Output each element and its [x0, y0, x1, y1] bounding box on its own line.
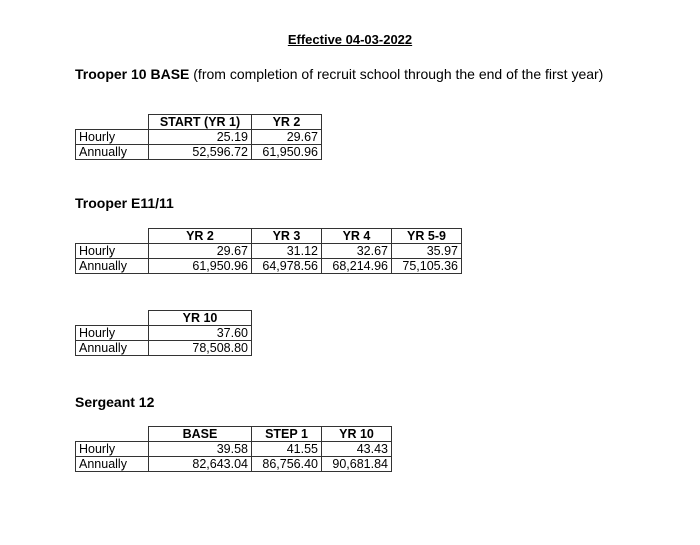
heading-text: Trooper 10 BASE	[75, 66, 190, 82]
value-cell: 32.67	[321, 243, 392, 259]
table-row: Annually 61,950.96 64,978.56 68,214.96 75,10…	[75, 258, 462, 274]
value-cell: 82,643.04	[148, 456, 252, 472]
pay-table-trooper-10-base: START (YR 1) YR 2 Hourly 25.19 29.67 Annually…	[75, 114, 322, 160]
column-header: YR 2	[148, 228, 252, 244]
value-cell: 25.19	[148, 129, 252, 145]
value-cell: 68,214.96	[321, 258, 392, 274]
column-header: START (YR 1)	[148, 114, 252, 130]
section-heading-trooper-e11: Trooper E11/11	[75, 195, 174, 211]
column-header: YR 4	[321, 228, 392, 244]
row-label: Hourly	[75, 441, 149, 457]
header-row: YR 10	[75, 310, 252, 326]
effective-date-title: Effective 04-03-2022	[287, 32, 413, 47]
column-header: YR 2	[251, 114, 322, 130]
heading-text: Sergeant 12	[75, 394, 155, 410]
column-header: YR 3	[251, 228, 322, 244]
header-row: YR 2 YR 3 YR 4 YR 5-9	[75, 228, 462, 244]
table-row: Hourly 37.60	[75, 325, 252, 341]
value-cell: 78,508.80	[148, 340, 252, 356]
document-title: Effective 04-03-2022	[0, 32, 700, 47]
column-header: STEP 1	[251, 426, 322, 442]
value-cell: 41.55	[251, 441, 322, 457]
row-label: Annually	[75, 340, 149, 356]
value-cell: 61,950.96	[251, 144, 322, 160]
value-cell: 39.58	[148, 441, 252, 457]
row-label: Annually	[75, 456, 149, 472]
blank-cell	[75, 114, 149, 130]
column-header: BASE	[148, 426, 252, 442]
row-label: Hourly	[75, 325, 149, 341]
blank-cell	[75, 426, 149, 442]
column-header: YR 10	[321, 426, 392, 442]
blank-cell	[75, 228, 149, 244]
heading-text: Trooper E11/11	[75, 195, 174, 211]
row-label: Hourly	[75, 243, 149, 259]
value-cell: 43.43	[321, 441, 392, 457]
value-cell: 29.67	[251, 129, 322, 145]
table-row: Annually 82,643.04 86,756.40 90,681.84	[75, 456, 392, 472]
value-cell: 29.67	[148, 243, 252, 259]
header-row: BASE STEP 1 YR 10	[75, 426, 392, 442]
value-cell: 75,105.36	[391, 258, 462, 274]
pay-table-trooper-e11-yr10: YR 10 Hourly 37.60 Annually 78,508.80	[75, 310, 252, 356]
header-row: START (YR 1) YR 2	[75, 114, 322, 130]
pay-table-trooper-e11-yr2-9: YR 2 YR 3 YR 4 YR 5-9 Hourly 29.67 31.12 32.67 3…	[75, 228, 462, 274]
table-row: Annually 52,596.72 61,950.96	[75, 144, 322, 160]
value-cell: 52,596.72	[148, 144, 252, 160]
table-row: Hourly 29.67 31.12 32.67 35.97	[75, 243, 462, 259]
value-cell: 86,756.40	[251, 456, 322, 472]
table-row: Annually 78,508.80	[75, 340, 252, 356]
pay-table-sergeant-12: BASE STEP 1 YR 10 Hourly 39.58 41.55 43.43 Annu…	[75, 426, 392, 472]
row-label: Annually	[75, 258, 149, 274]
table-row: Hourly 39.58 41.55 43.43	[75, 441, 392, 457]
column-header: YR 10	[148, 310, 252, 326]
value-cell: 37.60	[148, 325, 252, 341]
section-heading-sergeant-12: Sergeant 12	[75, 394, 154, 410]
row-label: Annually	[75, 144, 149, 160]
value-cell: 90,681.84	[321, 456, 392, 472]
row-label: Hourly	[75, 129, 149, 145]
heading-subtext: (from completion of recruit school throu…	[193, 66, 604, 82]
table-row: Hourly 25.19 29.67	[75, 129, 322, 145]
blank-cell	[75, 310, 149, 326]
value-cell: 64,978.56	[251, 258, 322, 274]
value-cell: 35.97	[391, 243, 462, 259]
column-header: YR 5-9	[391, 228, 462, 244]
value-cell: 31.12	[251, 243, 322, 259]
section-heading-trooper-10-base: Trooper 10 BASE (from completion of recr…	[75, 66, 603, 82]
value-cell: 61,950.96	[148, 258, 252, 274]
